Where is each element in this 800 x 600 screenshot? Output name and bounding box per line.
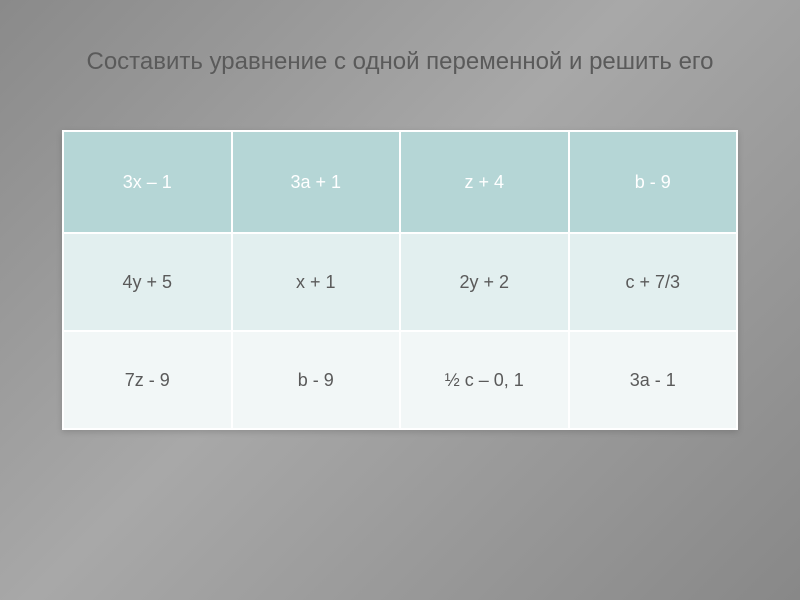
- table-cell: ½ c – 0, 1: [400, 331, 569, 429]
- expressions-table: 3x – 1 3a + 1 z + 4 b - 9 4y + 5 x + 1 2…: [62, 130, 738, 430]
- table-cell: 7z - 9: [63, 331, 232, 429]
- slide: Составить уравнение с одной переменной и…: [0, 0, 800, 600]
- table-cell: 3a - 1: [569, 331, 738, 429]
- table-row: 7z - 9 b - 9 ½ c – 0, 1 3a - 1: [63, 331, 737, 429]
- table-cell: 3a + 1: [232, 131, 401, 233]
- table-row: 4y + 5 x + 1 2y + 2 c + 7/3: [63, 233, 737, 331]
- table-cell: b - 9: [232, 331, 401, 429]
- table-cell: 3x – 1: [63, 131, 232, 233]
- page-title: Составить уравнение с одной переменной и…: [62, 48, 738, 76]
- table-cell: c + 7/3: [569, 233, 738, 331]
- table-row: 3x – 1 3a + 1 z + 4 b - 9: [63, 131, 737, 233]
- table-cell: z + 4: [400, 131, 569, 233]
- table-cell: x + 1: [232, 233, 401, 331]
- table-cell: 4y + 5: [63, 233, 232, 331]
- table-cell: 2y + 2: [400, 233, 569, 331]
- table-cell: b - 9: [569, 131, 738, 233]
